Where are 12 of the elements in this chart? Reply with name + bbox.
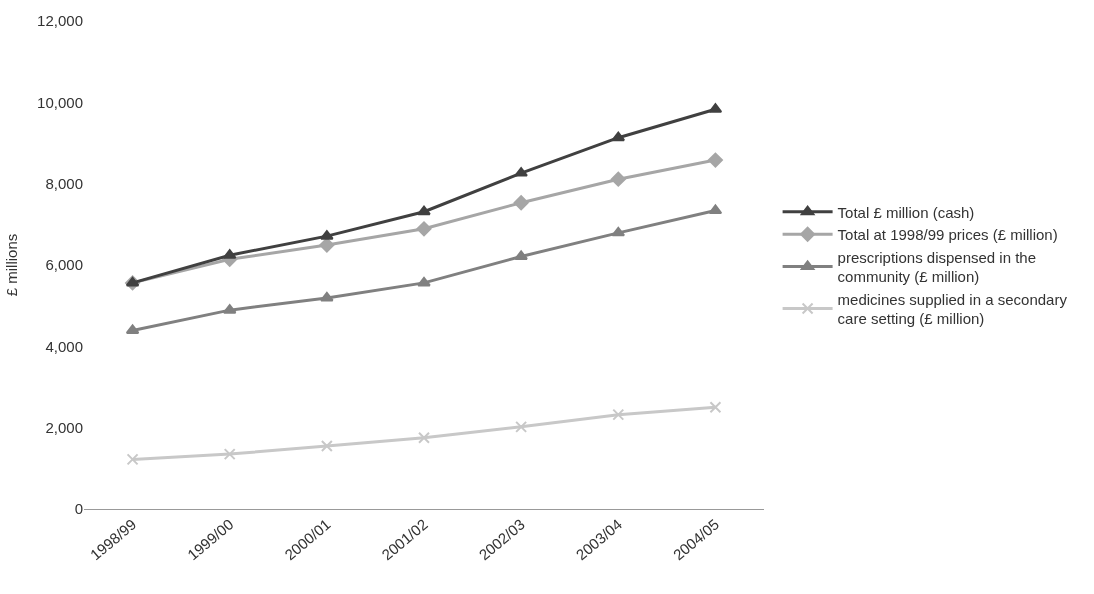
y-tick-label: 8,000 xyxy=(45,174,83,192)
legend-label: Total at 1998/99 prices (£ million) xyxy=(837,226,1058,244)
y-tick-label: 12,000 xyxy=(37,12,83,30)
y-tick-label: 6,000 xyxy=(45,256,83,274)
legend-label: medicines supplied in a secondary care setting (£ million) xyxy=(837,290,1068,328)
y-tick-label: 4,000 xyxy=(45,337,83,355)
y-tick-label: 0 xyxy=(74,500,83,518)
y-axis-title: £ millions xyxy=(3,233,21,297)
legend-label: prescriptions dispensed in the community (£ million) xyxy=(837,248,1037,286)
y-tick-label: 2,000 xyxy=(45,418,83,436)
y-tick-label: 10,000 xyxy=(37,93,83,111)
legend-label: Total £ million (cash) xyxy=(837,203,975,221)
